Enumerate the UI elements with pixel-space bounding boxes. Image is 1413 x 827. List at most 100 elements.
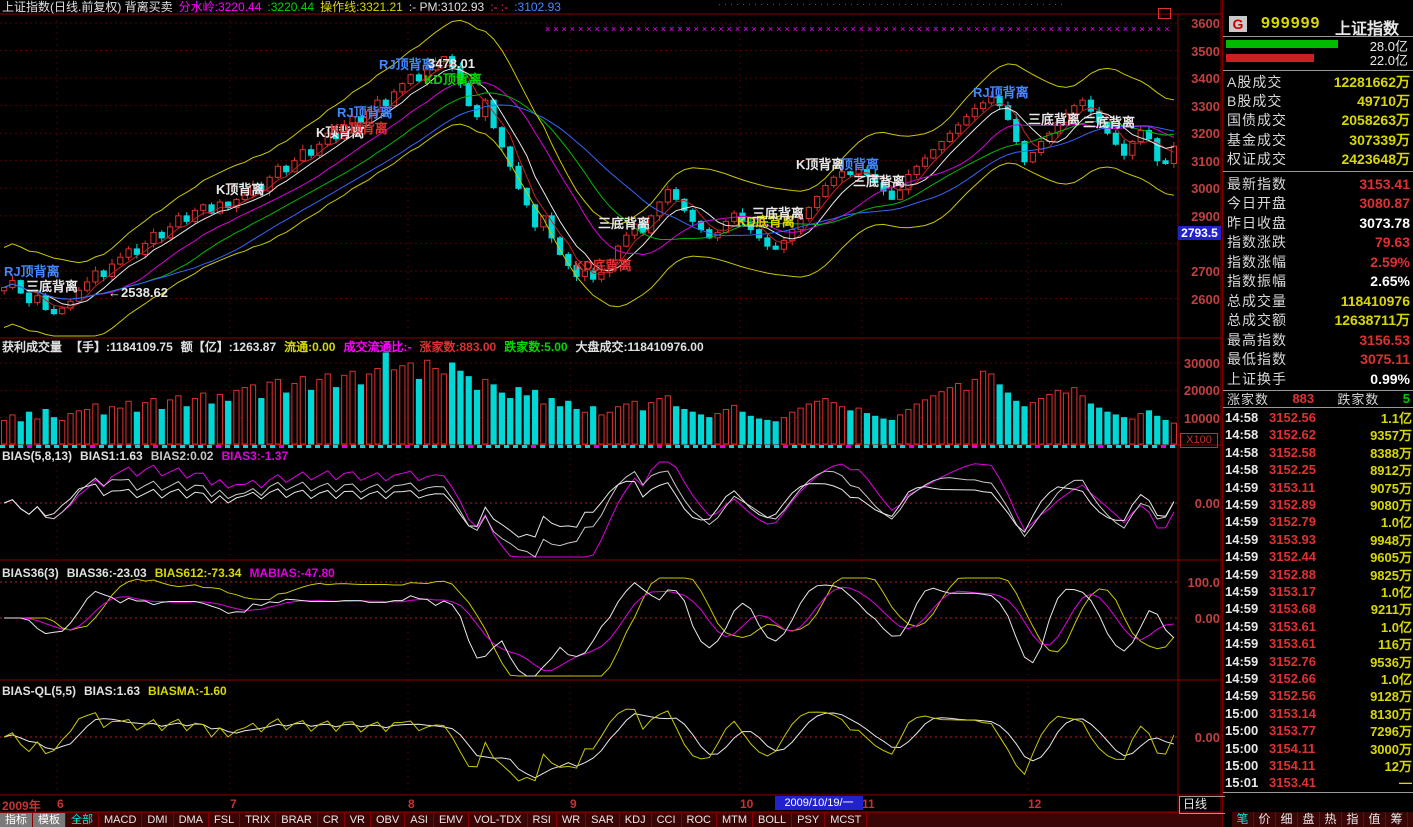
stat-label: 最低指数 xyxy=(1227,351,1287,367)
volume-pane-header: 获利成交量 【手】:1184109.75 额【亿】:1263.87 流通:0.00 成交… xyxy=(2,340,712,354)
tick-amount: 9211万 xyxy=(1370,602,1412,618)
tick-time: 14:59 xyxy=(1225,653,1259,669)
tick-time: 14:59 xyxy=(1225,497,1259,512)
bias-header-seg: BIAS3:-1.37 xyxy=(221,449,289,463)
chart-annotation: RJ顶背离 xyxy=(379,57,435,72)
indicator-tab-sar[interactable]: SAR xyxy=(586,813,620,827)
tick-row[interactable]: 14:59 3152.79 1.0亿 xyxy=(1225,513,1412,530)
indicator-tab-rsi[interactable]: RSI xyxy=(528,813,557,827)
indicator-tab-bar: 指标 模板 全部 MACD DMI DMA FSL TRIX BRAR CR VR OBV ASI EMV… xyxy=(0,812,1222,827)
tick-row[interactable]: 14:59 3152.88 9825万 xyxy=(1225,566,1412,583)
indicator-tab-vr[interactable]: VR xyxy=(345,813,371,827)
period-label-cell[interactable]: 日线 xyxy=(1179,796,1225,814)
tick-row[interactable]: 15:00 3153.77 7296万 xyxy=(1225,722,1412,739)
divider xyxy=(1223,407,1413,408)
indicator-tab-dma[interactable]: DMA xyxy=(174,813,210,827)
stat-value: 12638711万 xyxy=(1334,312,1410,328)
bias-zero-label: 0.00 xyxy=(1194,496,1220,511)
vol-header-seg: 流通:0.00 xyxy=(284,340,336,354)
window-control-icon[interactable] xyxy=(1158,8,1171,19)
quote-tab-3[interactable]: 盘 xyxy=(1298,812,1320,827)
indicator-tab-emv[interactable]: EMV xyxy=(434,813,469,827)
indicator-tab-kdj[interactable]: KDJ xyxy=(620,813,652,827)
turnover-value: 2423648万 xyxy=(1341,151,1410,168)
tick-row[interactable]: 14:59 3152.56 9128万 xyxy=(1225,687,1412,704)
tick-row[interactable]: 14:59 3153.11 9075万 xyxy=(1225,479,1412,496)
tick-row[interactable]: 14:59 3153.61 1.0亿 xyxy=(1225,618,1412,635)
logo-icon[interactable]: G xyxy=(1229,16,1247,32)
tick-row[interactable]: 14:59 3153.68 9211万 xyxy=(1225,600,1412,617)
candlestick-chart[interactable] xyxy=(0,0,1222,813)
indicator-tab-全部[interactable]: 全部 xyxy=(66,813,99,827)
advancers-count: 883 xyxy=(1292,391,1315,406)
title-seg: 上证指数(日线.前复权) 背离买卖 xyxy=(2,0,173,14)
tick-amount: 9536万 xyxy=(1370,654,1412,670)
indicator-tab-vol-tdx[interactable]: VOL-TDX xyxy=(469,813,528,827)
date-axis[interactable]: 2009年 6 7 8 9 10 11 12 2009/10/19/一 xyxy=(0,795,1178,813)
stat-row: 指数涨幅 2.59% xyxy=(1227,252,1410,271)
tick-amount: — xyxy=(1399,775,1412,791)
tick-amount: 8130万 xyxy=(1370,706,1412,722)
quote-tab-0[interactable]: 笔 xyxy=(1232,812,1254,827)
indicator-tab-wr[interactable]: WR xyxy=(557,813,587,827)
tick-row[interactable]: 15:00 3154.11 3000万 xyxy=(1225,740,1412,757)
buy-amount-label: 28.0亿 xyxy=(1369,39,1408,54)
indicator-tab-指标[interactable]: 指标 xyxy=(0,813,33,827)
indicator-tab-cci[interactable]: CCI xyxy=(652,813,682,827)
indicator-tab-macd[interactable]: MACD xyxy=(99,813,143,827)
indicator-tab-asi[interactable]: ASI xyxy=(405,813,434,827)
chart-annotation: RJ顶背离 xyxy=(337,105,393,120)
indicator-tab-cr[interactable]: CR xyxy=(318,813,345,827)
indicator-tab-boll[interactable]: BOLL xyxy=(753,813,793,827)
quote-tab-7[interactable]: 筹 xyxy=(1386,812,1408,827)
stat-value: 2.65% xyxy=(1370,273,1410,289)
tick-row[interactable]: 14:58 3152.25 8912万 xyxy=(1225,461,1412,478)
indicator-tab-dmi[interactable]: DMI xyxy=(142,813,174,827)
tick-row[interactable]: 14:59 3152.89 9080万 xyxy=(1225,496,1412,513)
tick-row[interactable]: 15:00 3153.14 8130万 xyxy=(1225,705,1412,722)
chart-annotation: KD底背离 xyxy=(737,214,795,229)
tick-amount: 116万 xyxy=(1378,637,1412,653)
chart-annotation: KD顶背离 xyxy=(330,121,388,136)
quote-tab-1[interactable]: 价 xyxy=(1254,812,1276,827)
tick-row[interactable]: 15:00 3154.11 12万 xyxy=(1225,757,1412,774)
indicator-tab-obv[interactable]: OBV xyxy=(371,813,406,827)
tick-row[interactable]: 14:59 3153.61 116万 xyxy=(1225,635,1412,652)
tick-row[interactable]: 14:58 3152.58 8388万 xyxy=(1225,444,1412,461)
tick-row[interactable]: 14:59 3152.76 9536万 xyxy=(1225,653,1412,670)
tick-price: 3152.89 xyxy=(1269,497,1316,512)
chart-annotation: RJ顶背离 xyxy=(4,264,60,279)
tick-time: 14:59 xyxy=(1225,601,1259,617)
quote-tab-5[interactable]: 指 xyxy=(1342,812,1364,827)
tick-row[interactable]: 14:59 3152.44 9605万 xyxy=(1225,548,1412,565)
tick-row[interactable]: 15:01 3153.41 — xyxy=(1225,774,1412,791)
indicator-tab-trix[interactable]: TRIX xyxy=(240,813,277,827)
tick-row[interactable]: 14:59 3153.17 1.0亿 xyxy=(1225,583,1412,600)
indicator-tab-mtm[interactable]: MTM xyxy=(717,813,754,827)
stat-row: 上证换手 0.99% xyxy=(1227,369,1410,388)
advancers-label: 涨家数 xyxy=(1227,392,1270,407)
tick-row[interactable]: 14:59 3152.66 1.0亿 xyxy=(1225,670,1412,687)
stat-row: 昨日收盘 3073.78 xyxy=(1227,213,1410,232)
volume-axis-tick: 10000 xyxy=(1183,410,1220,426)
indicator-tab-模板[interactable]: 模板 xyxy=(33,813,66,827)
indicator-tab-mcst[interactable]: MCST xyxy=(825,813,868,827)
tick-row[interactable]: 14:58 3152.62 9357万 xyxy=(1225,426,1412,443)
decliners-count: 5 xyxy=(1402,391,1410,406)
indicator-tab-brar[interactable]: BRAR xyxy=(276,813,318,827)
divider xyxy=(1223,390,1413,391)
tick-price: 3152.79 xyxy=(1269,514,1316,530)
indicator-tab-roc[interactable]: ROC xyxy=(682,813,717,827)
quote-tab-4[interactable]: 热 xyxy=(1320,812,1342,827)
quote-tab-6[interactable]: 值 xyxy=(1364,812,1386,827)
tick-price: 3152.58 xyxy=(1269,444,1316,460)
quote-tab-2[interactable]: 细 xyxy=(1276,812,1298,827)
indicator-tab-psy[interactable]: PSY xyxy=(792,813,826,827)
turnover-row: 基金成交 307339万 xyxy=(1227,130,1410,149)
tick-price: 3153.61 xyxy=(1269,618,1316,634)
indicator-tab-fsl[interactable]: FSL xyxy=(209,813,241,827)
tick-row[interactable]: 14:58 3152.56 1.1亿 xyxy=(1225,409,1412,426)
vol-header-seg: 大盘成交:118410976.00 xyxy=(575,340,704,354)
divider xyxy=(1223,171,1413,172)
tick-row[interactable]: 14:59 3153.93 9948万 xyxy=(1225,531,1412,548)
